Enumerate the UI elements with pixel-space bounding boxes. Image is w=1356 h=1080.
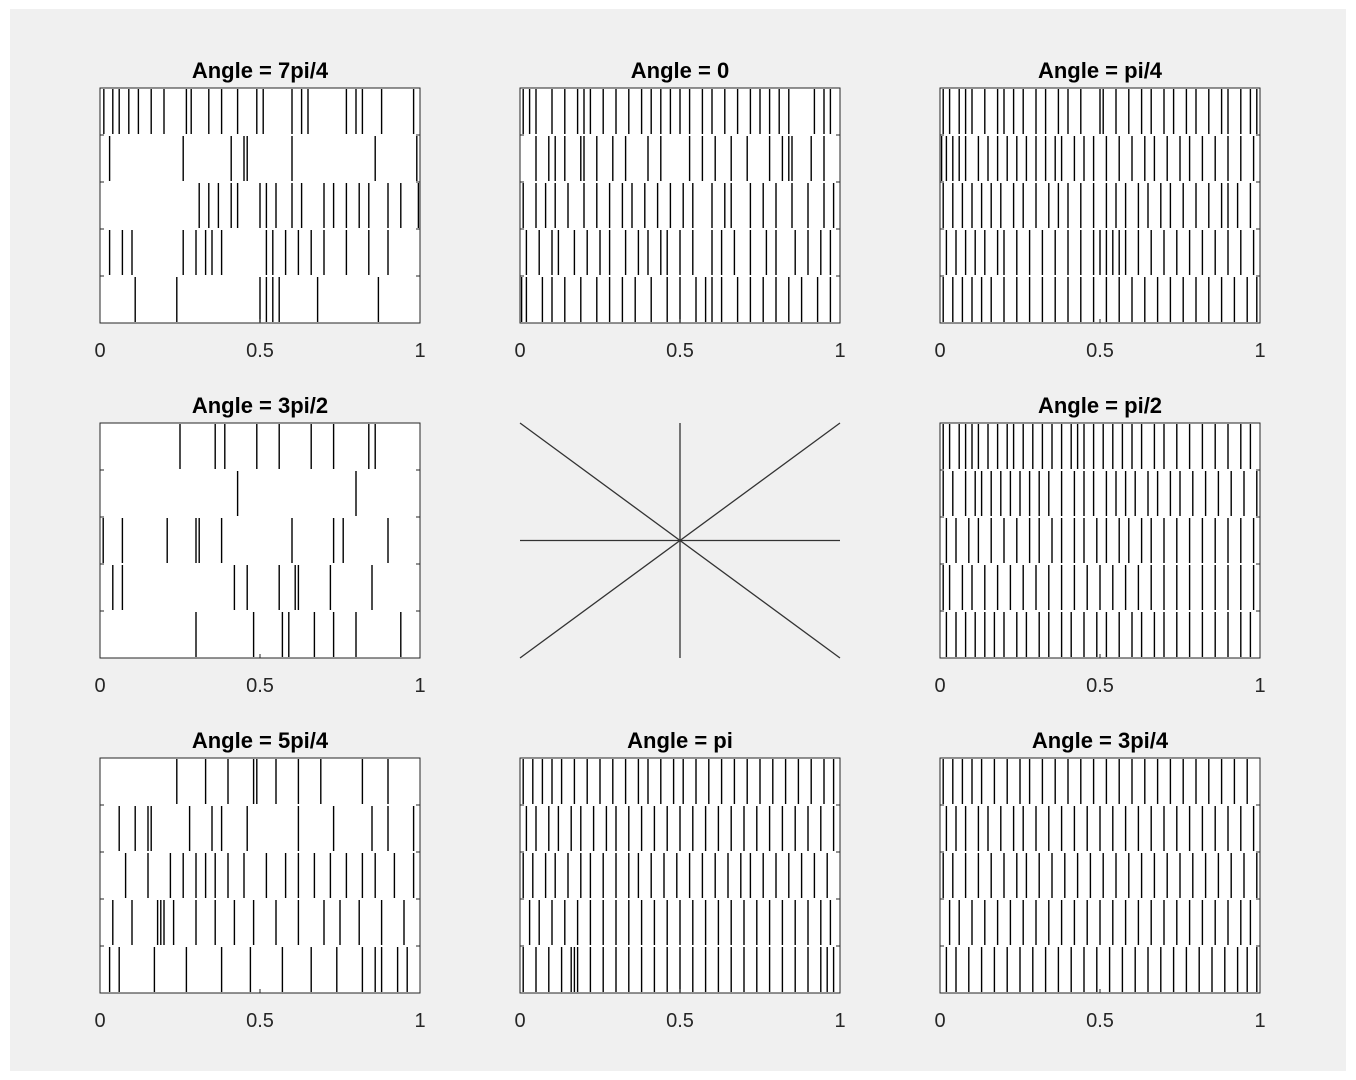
x-tick-label: 0.5 — [1086, 340, 1114, 362]
figure-canvas: 0 0.5 1 Angle = 7pi/4 0 0.5 1 Angle = 0 0 0.5 1 Ang… — [10, 9, 1346, 1071]
subplot-9: 0 0.5 1 Angle = 3pi/4 — [934, 728, 1265, 1032]
axes-background — [100, 423, 420, 658]
x-tick-label: 1 — [414, 675, 425, 697]
axes-frame — [939, 757, 1261, 994]
x-tick-label: 1 — [1254, 1010, 1265, 1032]
subplot-title: Angle = 5pi/4 — [192, 728, 329, 753]
x-tick-label: 1 — [1254, 675, 1265, 697]
axes-frame — [99, 757, 421, 994]
x-tick-label: 0.5 — [246, 675, 274, 697]
x-tick-label: 1 — [834, 340, 845, 362]
x-tick-label: 1 — [834, 1010, 845, 1032]
x-tick-label: 0 — [514, 340, 525, 362]
subplot-8: 0 0.5 1 Angle = pi — [514, 728, 845, 1032]
x-tick-label: 0 — [934, 675, 945, 697]
subplot-6: 0 0.5 1 Angle = pi/2 — [934, 393, 1265, 697]
x-tick-label: 0 — [94, 340, 105, 362]
axes-frame — [939, 87, 1261, 324]
subplot-7: 0 0.5 1 Angle = 5pi/4 — [94, 728, 425, 1032]
x-tick-label: 0.5 — [666, 1010, 694, 1032]
axes-background — [940, 423, 1260, 658]
x-tick-label: 0.5 — [666, 340, 694, 362]
x-tick-label: 0 — [94, 1010, 105, 1032]
subplot-4: 0 0.5 1 Angle = 3pi/2 — [94, 393, 425, 697]
x-tick-label: 0 — [94, 675, 105, 697]
subplot-title: Angle = 0 — [631, 58, 729, 83]
x-tick-label: 0.5 — [1086, 1010, 1114, 1032]
x-tick-label: 1 — [414, 340, 425, 362]
axes-frame — [99, 87, 421, 324]
axes-frame — [99, 422, 421, 659]
subplot-title: Angle = pi — [627, 728, 733, 753]
x-tick-label: 0.5 — [246, 340, 274, 362]
subplot-title: Angle = 7pi/4 — [192, 58, 329, 83]
subplot-5 — [519, 422, 841, 659]
subplot-title: Angle = pi/2 — [1038, 393, 1162, 418]
axes-background — [940, 758, 1260, 993]
axes-background — [100, 758, 420, 993]
axes-frame — [939, 422, 1261, 659]
subplot-title: Angle = 3pi/2 — [192, 393, 328, 418]
subplot-3: 0 0.5 1 Angle = pi/4 — [934, 58, 1265, 362]
axes-frame — [519, 87, 841, 324]
x-tick-label: 0 — [934, 340, 945, 362]
x-tick-label: 1 — [414, 1010, 425, 1032]
x-tick-label: 1 — [1254, 340, 1265, 362]
subplot-1: 0 0.5 1 Angle = 7pi/4 — [94, 58, 425, 362]
subplot-2: 0 0.5 1 Angle = 0 — [514, 58, 845, 362]
x-tick-label: 0 — [934, 1010, 945, 1032]
x-tick-label: 0.5 — [246, 1010, 274, 1032]
x-tick-label: 0.5 — [1086, 675, 1114, 697]
direction-line-4 — [519, 422, 841, 659]
subplot-title: Angle = 3pi/4 — [1032, 728, 1169, 753]
figure-svg: 0 0.5 1 Angle = 7pi/4 0 0.5 1 Angle = 0 0 0.5 1 Ang… — [94, 58, 1265, 1032]
subplot-title: Angle = pi/4 — [1038, 58, 1163, 83]
axes-frame — [519, 757, 841, 994]
x-tick-label: 0 — [514, 1010, 525, 1032]
